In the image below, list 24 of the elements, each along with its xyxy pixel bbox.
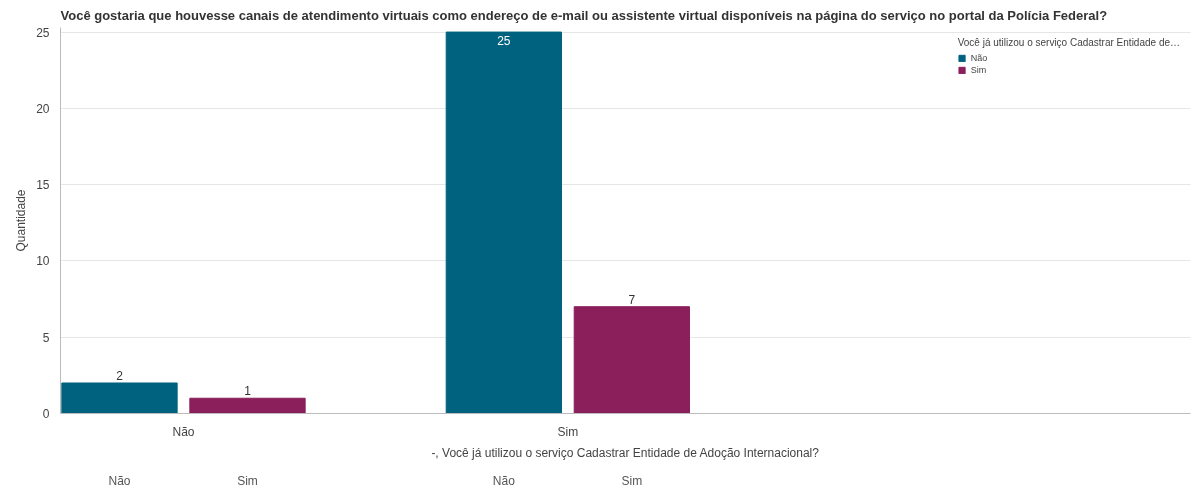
data-label: 1: [244, 384, 252, 399]
text: Não: [492, 473, 515, 488]
legend-label: Sim: [970, 65, 988, 75]
text: Sim: [621, 473, 643, 488]
y-tick-label: 25: [36, 25, 50, 40]
bar: [445, 31, 563, 414]
y-tick-label: 5: [42, 330, 50, 345]
bar: [189, 397, 306, 414]
text: Não: [108, 473, 131, 488]
y-axis-title: Quantidade: [14, 189, 29, 252]
data-label: 25: [497, 34, 511, 49]
data-label: 2: [116, 368, 124, 383]
x-axis-title: -, Você já utilizou o serviço Cadastrar Entidade de Adoção Internacional?: [431, 445, 820, 460]
data-label: 7: [628, 292, 636, 307]
y-tick-label: 0: [42, 407, 50, 421]
y-tick-label: 20: [36, 101, 50, 116]
legend-label: Não: [970, 53, 989, 63]
chart-title: Você gostaria que houvesse canais de atendimento virtuais como endereço de e-mail ou assistente virtual disponíveis na página do serviço no portal da Polícia Federal?: [60, 7, 1108, 23]
bar: [61, 382, 178, 414]
legend-title: Você já utilizou o serviço Cadastrar Entidade de…: [957, 37, 1180, 48]
text: Sim: [237, 473, 258, 488]
y-tick-label: 10: [36, 254, 50, 269]
bar: [573, 306, 690, 414]
y-tick-label: 15: [36, 178, 50, 193]
